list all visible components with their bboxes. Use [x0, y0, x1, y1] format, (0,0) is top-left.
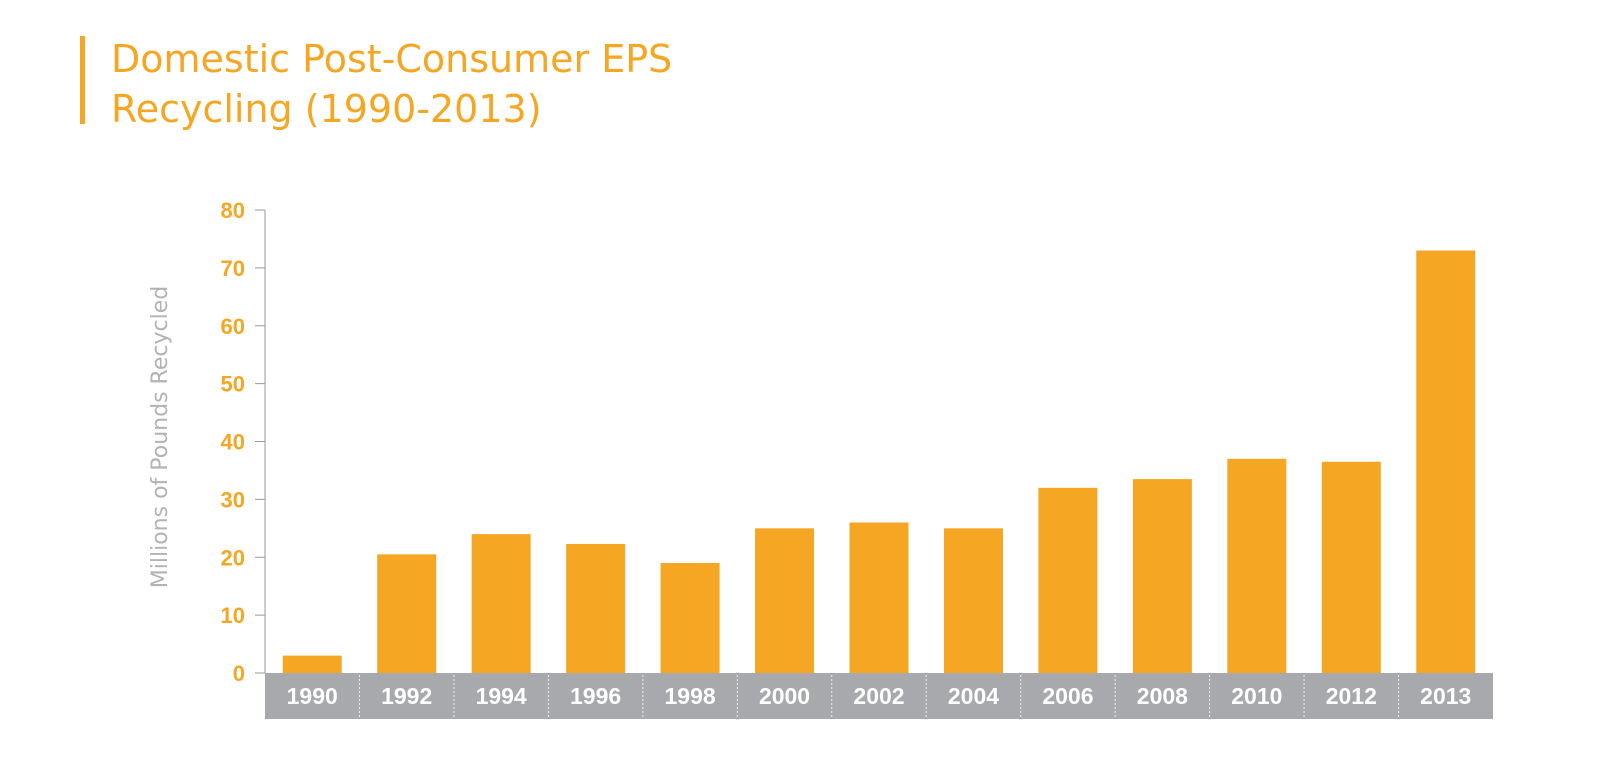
x-tick-label: 1990: [287, 683, 338, 709]
x-tick-label: 1998: [664, 683, 715, 709]
x-tick-label: 2013: [1420, 683, 1471, 709]
y-axis-label: Millions of Pounds Recycled: [148, 286, 173, 588]
x-tick-label: 2010: [1231, 683, 1282, 709]
y-tick-label: 0: [233, 661, 245, 686]
x-tick-label: 1992: [381, 683, 432, 709]
bar-1998: [660, 563, 720, 673]
bar-2004: [943, 528, 1003, 673]
category-band: [265, 673, 1493, 719]
x-tick-label: 2006: [1042, 683, 1093, 709]
y-tick-label: 40: [221, 430, 245, 455]
bar-2006: [1038, 487, 1098, 673]
title-accent-bar: [80, 36, 85, 124]
x-tick-label: 2012: [1326, 683, 1377, 709]
y-tick-label: 20: [221, 545, 245, 570]
y-tick-label: 80: [221, 198, 245, 223]
chart-title: Domestic Post-Consumer EPS Recycling (19…: [111, 37, 673, 131]
bar-1990: [282, 655, 342, 673]
x-tick-label: 2000: [759, 683, 810, 709]
bar-1994: [471, 534, 531, 673]
bar-1992: [377, 554, 437, 673]
x-tick-label: 1996: [570, 683, 621, 709]
x-tick-label: 2002: [853, 683, 904, 709]
bar-2002: [849, 522, 909, 673]
y-tick-label: 60: [221, 314, 245, 339]
bar-2012: [1321, 461, 1381, 673]
x-tick-label: 1994: [476, 683, 527, 709]
y-tick-label: 30: [221, 487, 245, 512]
bar-1996: [566, 543, 626, 673]
y-tick-label: 10: [221, 603, 245, 628]
y-tick-label: 70: [221, 256, 245, 281]
x-tick-label: 2008: [1137, 683, 1188, 709]
bar-2008: [1132, 479, 1192, 673]
bar-2013: [1416, 250, 1476, 673]
x-tick-label: 2004: [948, 683, 999, 709]
bar-2000: [755, 528, 815, 673]
y-tick-label: 50: [221, 372, 245, 397]
bar-2010: [1227, 458, 1287, 673]
